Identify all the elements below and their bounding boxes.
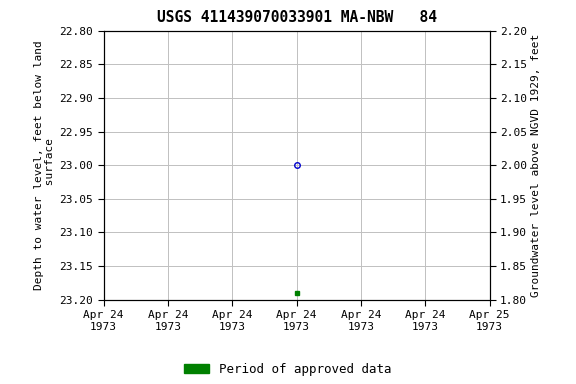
Title: USGS 411439070033901 MA-NBW   84: USGS 411439070033901 MA-NBW 84 bbox=[157, 10, 437, 25]
Legend: Period of approved data: Period of approved data bbox=[184, 363, 392, 376]
Y-axis label: Depth to water level, feet below land
 surface: Depth to water level, feet below land su… bbox=[34, 40, 55, 290]
Y-axis label: Groundwater level above NGVD 1929, feet: Groundwater level above NGVD 1929, feet bbox=[531, 33, 541, 297]
